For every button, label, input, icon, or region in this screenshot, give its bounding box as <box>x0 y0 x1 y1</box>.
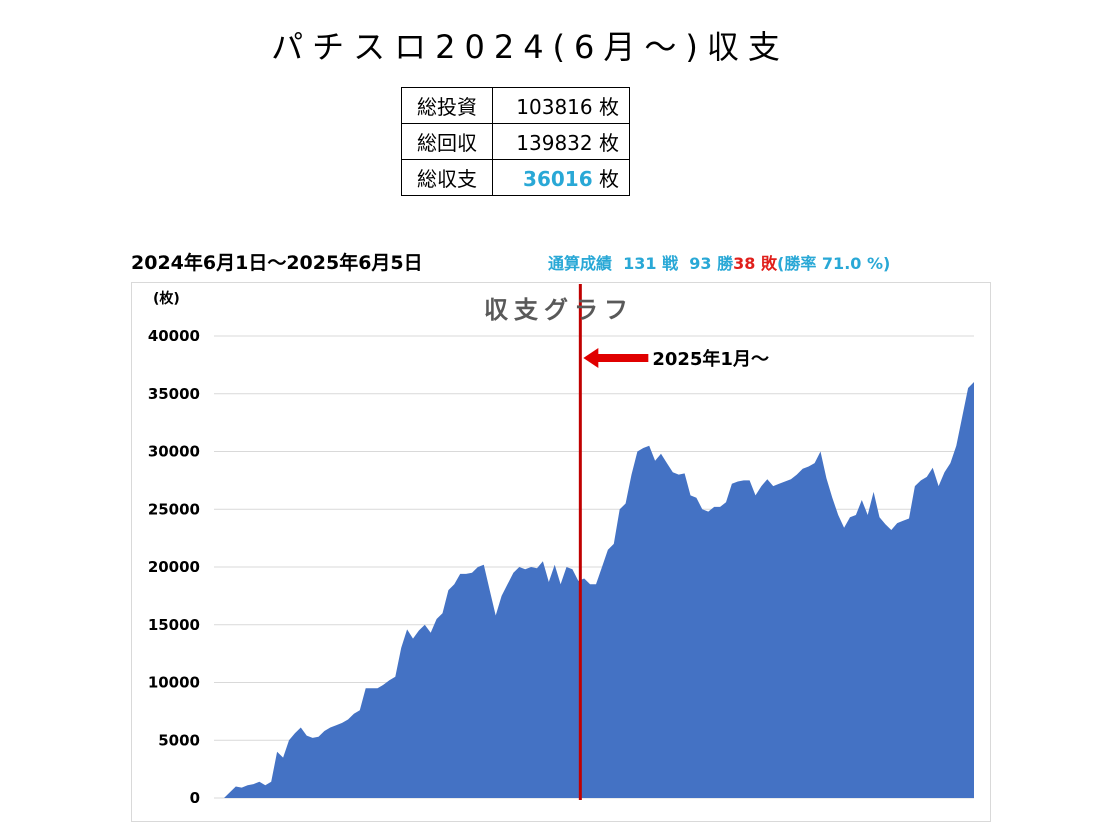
y-axis-unit: (枚) <box>153 290 180 307</box>
summary-label: 総回収 <box>401 123 493 160</box>
annotation-arrow-icon <box>583 348 649 368</box>
y-axis-ticks: 0 5000 10000 15000 20000 25000 30000 35000 40000 <box>148 327 200 807</box>
summary-value: 139832 枚 <box>492 123 630 160</box>
chart-title: 収支グラフ <box>484 296 634 324</box>
chart-frame <box>131 282 991 822</box>
summary-label: 総収支 <box>401 159 493 196</box>
summary-row-return: 総回収 139832 枚 <box>401 123 630 160</box>
y-tick-label: 35000 <box>148 385 200 403</box>
y-tick-label: 20000 <box>148 558 200 576</box>
page-title: パチスロ2024(6月〜)収支 <box>271 28 789 66</box>
overall-record: 通算成績 131 戦 93 勝38 敗(勝率 71.0 %) <box>548 254 891 273</box>
period-label: 2024年6月1日〜2025年6月5日 <box>131 252 423 274</box>
y-tick-label: 40000 <box>148 327 200 345</box>
summary-table: 総投資 103816 枚 総回収 139832 枚 総収支 36016 枚 <box>401 87 630 196</box>
y-tick-label: 30000 <box>148 443 200 461</box>
summary-value: 36016 枚 <box>492 159 630 196</box>
y-tick-label: 25000 <box>148 500 200 518</box>
annotation-label: 2025年1月〜 <box>652 348 769 370</box>
summary-label: 総投資 <box>401 87 493 124</box>
y-tick-label: 15000 <box>148 616 200 634</box>
balance-area-series <box>224 382 974 798</box>
y-tick-label: 5000 <box>158 731 200 749</box>
y-tick-label: 0 <box>190 789 200 807</box>
summary-row-balance: 総収支 36016 枚 <box>401 159 630 196</box>
y-tick-label: 10000 <box>148 674 200 692</box>
